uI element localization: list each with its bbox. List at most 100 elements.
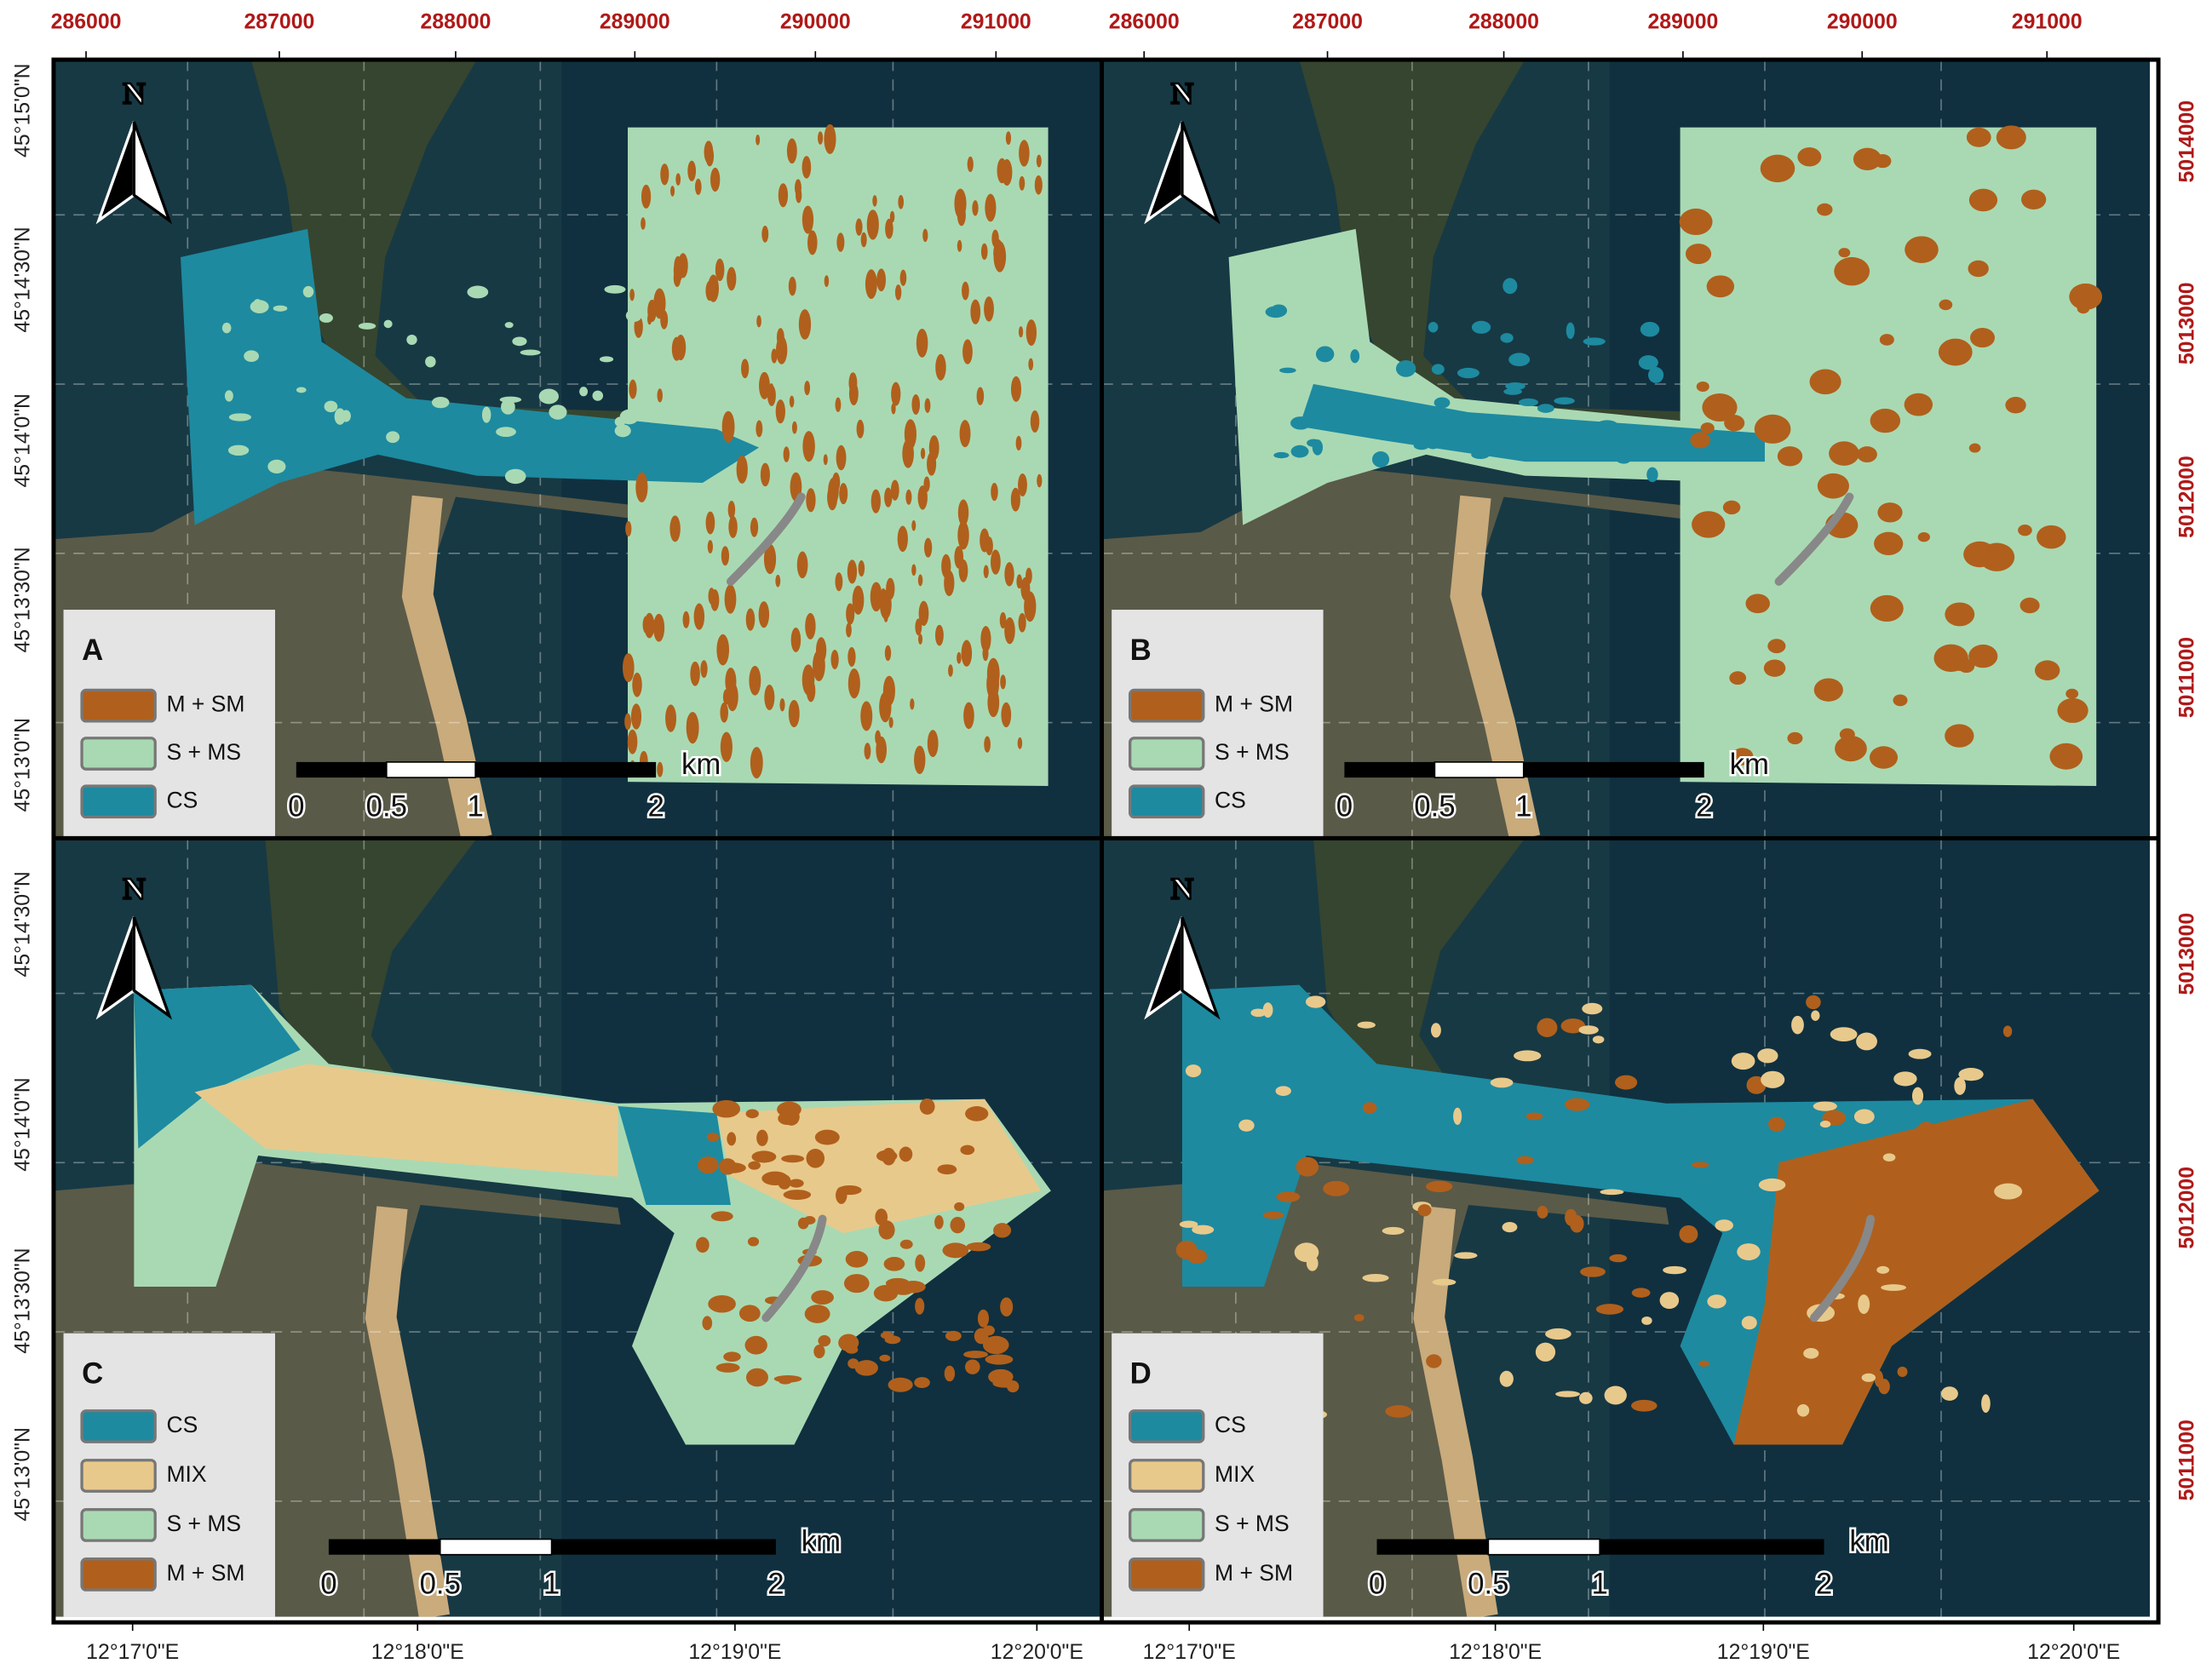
- scale-segment: [1433, 761, 1525, 778]
- patch: [1037, 473, 1043, 488]
- patch: [1192, 1225, 1215, 1235]
- class-zone: [134, 984, 301, 1149]
- patch: [1545, 1328, 1571, 1340]
- map-content: [53, 60, 1102, 839]
- patch: [1945, 602, 1975, 627]
- patch: [696, 1236, 710, 1253]
- patch: [273, 305, 288, 312]
- patch: [1968, 644, 1998, 668]
- patch: [1592, 1035, 1605, 1044]
- patch: [1839, 728, 1855, 741]
- patch: [1877, 502, 1903, 523]
- patch: [836, 1186, 847, 1204]
- patch: [614, 424, 631, 438]
- patch: [788, 276, 796, 296]
- patch: [898, 194, 905, 209]
- patch: [1767, 639, 1786, 654]
- map-panel: N A M + SM S + MS CS 0 0.5 1 2 km: [53, 60, 1102, 839]
- patch: [1881, 1284, 1906, 1291]
- patch: [1582, 1002, 1603, 1015]
- patch: [927, 730, 939, 758]
- patch: [1838, 248, 1851, 258]
- patch: [705, 280, 714, 301]
- patch: [905, 489, 912, 505]
- north-label: N: [1171, 77, 1193, 111]
- patch: [838, 1334, 859, 1352]
- patch: [1030, 410, 1040, 433]
- patch: [1431, 364, 1445, 375]
- patch: [1641, 1316, 1652, 1325]
- legend-label: CS: [1215, 787, 1246, 812]
- patch: [789, 395, 795, 408]
- patch: [846, 622, 852, 638]
- patch: [958, 559, 968, 582]
- scale-unit: km: [1849, 1526, 1888, 1558]
- scale-label: 1: [1515, 791, 1531, 823]
- patch: [1882, 1153, 1896, 1162]
- axis-label: 289000: [1647, 11, 1718, 34]
- patch: [779, 1378, 792, 1385]
- patch: [801, 205, 814, 234]
- beach: [401, 495, 492, 839]
- patch: [1715, 1219, 1733, 1231]
- patch: [999, 611, 1007, 629]
- patch: [977, 1309, 990, 1328]
- patch: [934, 1215, 944, 1230]
- scale-segment: [1600, 1539, 1824, 1555]
- patch: [889, 210, 895, 223]
- north-label: N: [123, 77, 145, 111]
- patch: [1290, 416, 1311, 430]
- patch: [657, 388, 663, 403]
- patch: [386, 431, 400, 444]
- patch: [1758, 1178, 1786, 1192]
- patch: [759, 371, 770, 399]
- patch: [1631, 1399, 1658, 1412]
- patch: [2020, 597, 2040, 614]
- patch: [1840, 1231, 1851, 1242]
- patch: [806, 488, 816, 513]
- patch: [993, 242, 1002, 264]
- patch: [790, 628, 801, 652]
- patch: [1417, 1204, 1432, 1217]
- patch: [756, 134, 761, 146]
- patch: [814, 1129, 840, 1145]
- legend-swatch: [80, 1459, 157, 1493]
- patch: [1817, 473, 1849, 499]
- patch: [794, 179, 801, 197]
- axis-label: 291000: [2012, 11, 2083, 34]
- patch: [897, 525, 908, 553]
- patch: [704, 141, 714, 163]
- patch: [1690, 432, 1711, 449]
- patch: [1700, 422, 1715, 434]
- north-label: N: [123, 872, 145, 906]
- patch: [1503, 387, 1522, 395]
- patch: [764, 685, 775, 711]
- patch: [1741, 1316, 1757, 1330]
- patch: [1323, 1180, 1350, 1196]
- legend-label: M + SM: [1215, 691, 1293, 717]
- patch: [779, 698, 785, 712]
- patch: [902, 439, 914, 468]
- patch: [1954, 1076, 1966, 1095]
- patch: [781, 1155, 805, 1163]
- patch: [1968, 188, 1998, 212]
- axis-label: 286000: [51, 11, 122, 34]
- patch: [1275, 1086, 1291, 1096]
- patch: [1631, 1288, 1651, 1298]
- patch: [1696, 381, 1709, 393]
- patch: [2065, 688, 2079, 699]
- legend-label: MIX: [1215, 1461, 1255, 1487]
- patch: [1691, 1162, 1709, 1168]
- patch: [954, 1202, 965, 1212]
- patch: [1968, 443, 1981, 453]
- patch: [2018, 525, 2032, 536]
- patch: [783, 1190, 812, 1200]
- patch: [1016, 574, 1023, 589]
- patch: [1353, 1314, 1365, 1322]
- patch: [1803, 1348, 1819, 1359]
- patch: [1994, 1183, 2023, 1200]
- patch: [1996, 125, 2026, 150]
- axis-label: 291000: [961, 11, 1031, 34]
- scale-label: 0.5: [366, 791, 407, 823]
- patch: [920, 447, 926, 460]
